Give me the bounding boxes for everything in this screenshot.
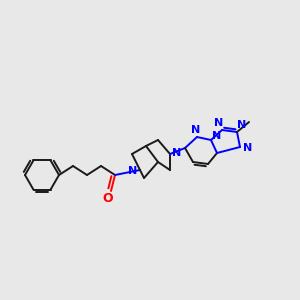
Text: O: O bbox=[103, 193, 113, 206]
Text: N: N bbox=[191, 125, 201, 135]
Text: N: N bbox=[237, 120, 247, 130]
Text: N: N bbox=[214, 118, 224, 128]
Text: N: N bbox=[243, 143, 253, 153]
Text: N: N bbox=[212, 131, 222, 141]
Text: N: N bbox=[128, 166, 138, 176]
Text: N: N bbox=[172, 148, 182, 158]
